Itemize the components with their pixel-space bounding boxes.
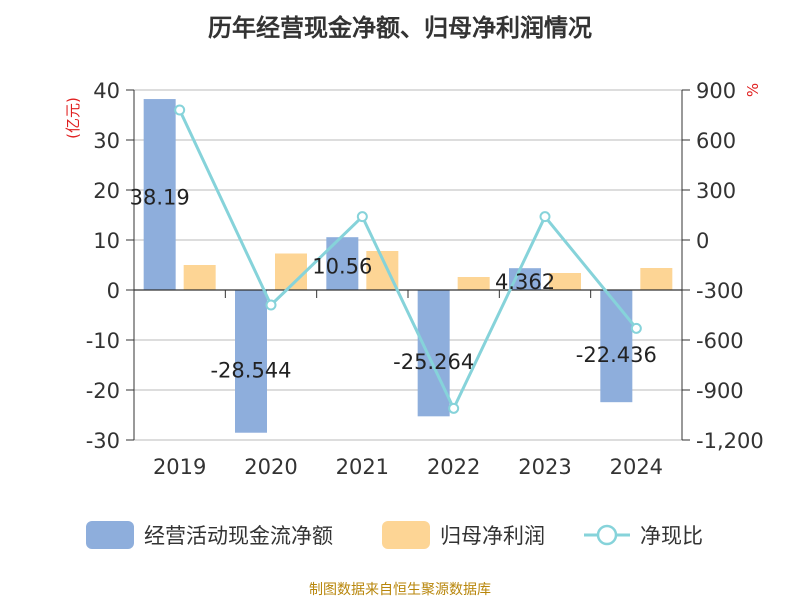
bar-cashflow [600, 290, 633, 403]
legend-label-profit: 归母净利润 [440, 524, 545, 548]
x-tick-label: 2021 [336, 455, 389, 479]
x-tick-label: 2024 [610, 455, 663, 479]
y-right-tick-label: 300 [696, 179, 736, 203]
bar-profit [640, 268, 673, 290]
bar-profit [183, 265, 216, 290]
y-right-tick-label: -900 [696, 379, 744, 403]
point-ratio [448, 402, 460, 414]
y-right-tick-label: 900 [696, 79, 736, 103]
bar-profit [457, 277, 490, 290]
legend-item-ratio[interactable]: 净现比 [582, 518, 703, 552]
point-ratio [356, 211, 368, 223]
point-ratio [630, 322, 642, 334]
y-left-tick-label: 30 [93, 129, 120, 153]
y-right-tick-label: -600 [696, 329, 744, 353]
legend-item-profit[interactable]: 归母净利润 [382, 518, 545, 552]
chart-legend: 经营活动现金流净额 归母净利润 净现比 [0, 518, 800, 552]
y-right-tick-label: -1,200 [696, 429, 764, 453]
data-label-cashflow: -22.436 [576, 343, 657, 367]
bar-profit [549, 273, 581, 290]
y-right-unit-label: % [744, 83, 762, 97]
data-label-cashflow: 10.56 [312, 255, 372, 279]
y-left-tick-label: -10 [86, 329, 120, 353]
legend-line-ratio-icon [584, 524, 630, 546]
legend-item-cashflow[interactable]: 经营活动现金流净额 [86, 518, 333, 552]
x-tick-label: 2019 [153, 455, 206, 479]
y-left-tick-label: 20 [93, 179, 120, 203]
y-right-tick-label: 0 [696, 229, 709, 253]
line-ratio [178, 109, 638, 410]
y-left-unit-label: (亿元) [64, 97, 82, 139]
chart-source: 制图数据来自恒生聚源数据库 [309, 582, 491, 598]
legend-swatch-cashflow [86, 521, 134, 549]
y-left-tick-label: 10 [93, 229, 120, 253]
data-label-cashflow: 4.362 [495, 270, 555, 294]
x-tick-label: 2022 [427, 455, 480, 479]
bar-cashflow [417, 290, 450, 417]
data-label-cashflow: -28.544 [210, 358, 291, 382]
chart-title: 历年经营现金净额、归母净利润情况 [208, 14, 592, 42]
legend-label-ratio: 净现比 [640, 524, 703, 548]
y-right-tick-label: -300 [696, 279, 744, 303]
point-ratio [174, 104, 186, 116]
x-tick-label: 2023 [518, 455, 571, 479]
data-label-cashflow: -25.264 [393, 350, 474, 374]
data-label-cashflow: 38.19 [130, 186, 190, 210]
y-left-tick-label: -20 [86, 379, 120, 403]
y-left-tick-label: -30 [86, 429, 120, 453]
bar-cashflow [235, 290, 267, 433]
legend-swatch-profit [382, 521, 430, 549]
point-ratio [539, 211, 551, 223]
chart-plot: 40 30 20 10 0 -10 -20 -30 900 600 300 0 -300 -600 -900… [64, 79, 764, 479]
y-left-tick-label: 40 [93, 79, 120, 103]
legend-label-cashflow: 经营活动现金流净额 [144, 524, 333, 548]
y-left-tick-label: 0 [107, 279, 120, 303]
point-ratio [265, 299, 277, 311]
bar-cashflow [143, 99, 176, 290]
y-right-tick-label: 600 [696, 129, 736, 153]
x-tick-label: 2020 [244, 455, 297, 479]
